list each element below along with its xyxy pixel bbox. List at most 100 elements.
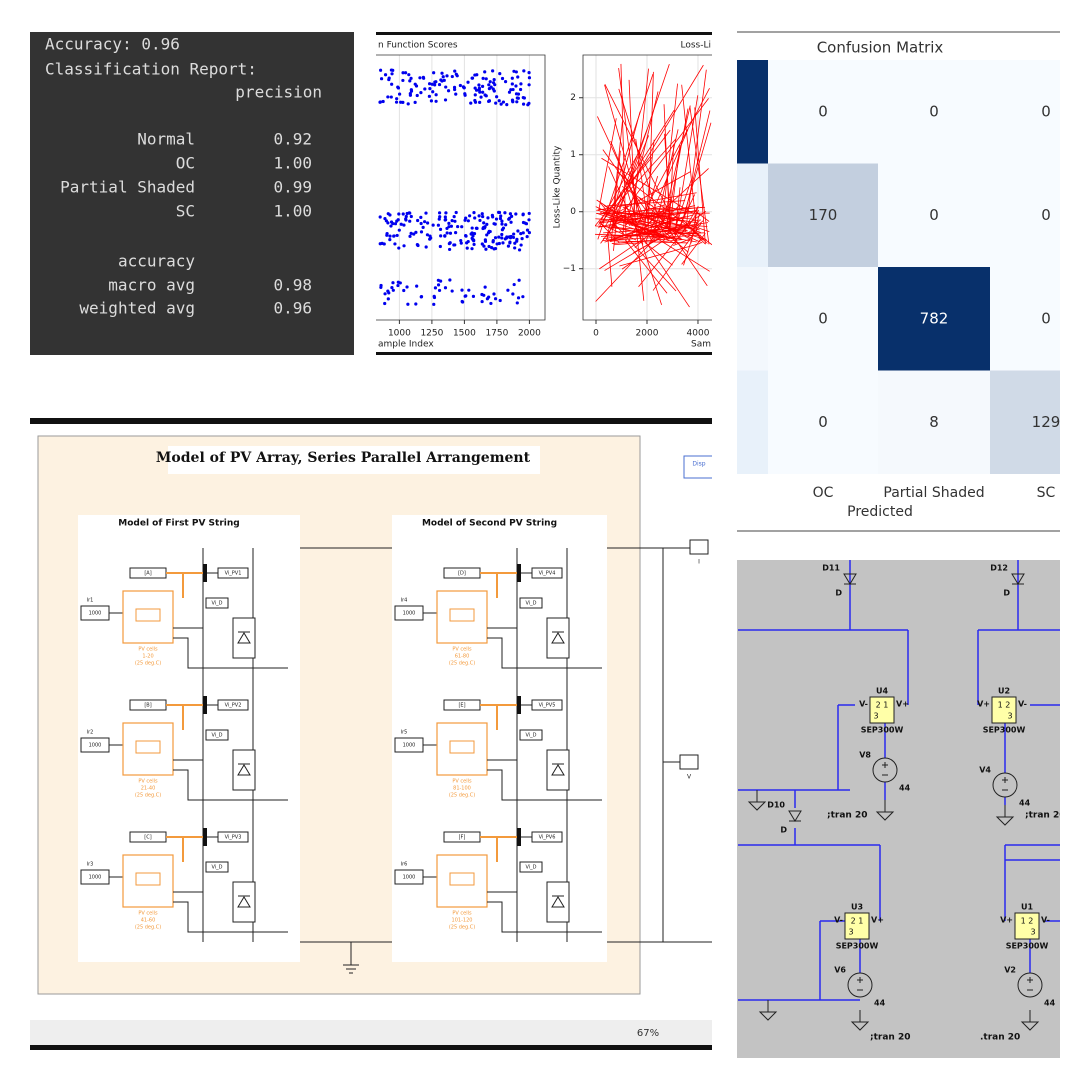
- scatter-point-texture: [514, 84, 518, 88]
- scatter-point-texture: [383, 73, 388, 77]
- scatter-point-texture: [487, 83, 491, 87]
- scatter-point-texture: [506, 288, 510, 292]
- scatter-point-texture: [383, 292, 387, 296]
- avg-label: weighted avg: [79, 299, 195, 318]
- line-texture: [698, 237, 706, 245]
- string-area: [392, 515, 607, 962]
- line-texture: [603, 226, 694, 234]
- scatter-point-texture: [390, 72, 394, 76]
- ltspice-panel: [737, 560, 1060, 1058]
- scatter-point-texture: [521, 295, 525, 299]
- clipped-cell: [737, 163, 768, 267]
- line-texture: [689, 106, 710, 245]
- scatter-point-texture: [408, 219, 412, 223]
- irradiance-value: 1000: [403, 743, 416, 749]
- voltage-source: [1017, 972, 1043, 998]
- line-texture: [633, 230, 697, 243]
- line-texture: [640, 229, 680, 233]
- scatter-point-texture: [497, 235, 501, 239]
- scatter-point-texture: [379, 283, 383, 288]
- scatter-point-texture: [397, 246, 401, 250]
- scatter-point-texture: [401, 100, 405, 104]
- scatter-point-texture: [396, 283, 400, 288]
- precision-value: 1.00: [273, 202, 312, 221]
- source-name: V2: [1004, 966, 1016, 975]
- heatmap-cell: [768, 60, 878, 164]
- scatter-point-texture: [445, 226, 449, 231]
- line-texture: [611, 238, 670, 244]
- line-texture: [650, 129, 689, 218]
- scatter-point-texture: [408, 234, 412, 238]
- out-label: Vi_PV6: [539, 835, 556, 841]
- polarity: [1027, 977, 1033, 991]
- clipped-cell: [737, 267, 768, 371]
- meas-label: Vi_D: [525, 601, 536, 607]
- irradiance-value: 1000: [89, 743, 102, 749]
- diode-model: D: [780, 826, 787, 835]
- ground-symbol: [747, 790, 767, 811]
- scatter-point-texture: [473, 216, 477, 220]
- pv-icon: [449, 872, 475, 886]
- heatmap-cell: [878, 60, 990, 164]
- scatter-point-texture: [526, 103, 530, 107]
- source-name: V6: [834, 966, 846, 975]
- pv-temp: (25 deg.C): [449, 661, 475, 667]
- cell-label: 782: [920, 309, 949, 327]
- panel-border: [30, 418, 712, 424]
- scatter-point-texture: [414, 84, 419, 88]
- scatter-point-texture: [426, 221, 430, 225]
- meas-tag: [205, 861, 229, 873]
- panel-block: [844, 912, 870, 940]
- scatter-point-texture: [381, 99, 385, 104]
- cell-label: 170: [809, 206, 838, 224]
- scatter-point-texture: [517, 278, 521, 282]
- accuracy-label: accuracy: [118, 252, 195, 271]
- diode-symbol: [1011, 573, 1025, 585]
- line-texture: [699, 238, 706, 242]
- pin-left: V+: [977, 700, 990, 709]
- scatter-point-texture: [402, 244, 406, 248]
- scatter-point-texture: [454, 92, 458, 96]
- scatter-point-texture: [512, 282, 516, 287]
- scatter-point-texture: [427, 94, 431, 98]
- pv-range: 21-40: [141, 786, 156, 792]
- scatter-point-texture: [522, 69, 526, 73]
- pv-icon: [135, 872, 161, 886]
- scatter-point-texture: [472, 231, 477, 236]
- line-texture: [666, 211, 670, 228]
- cell-label: 8: [929, 413, 939, 431]
- pv-label: PV cells: [138, 647, 158, 653]
- panel-border: [376, 32, 712, 35]
- scatter-point-texture: [450, 219, 454, 223]
- scatter-point-texture: [516, 229, 520, 233]
- scatter-point-texture: [490, 246, 494, 250]
- scatter-point-texture: [481, 90, 485, 94]
- line-texture: [622, 206, 704, 216]
- scatter-point-texture: [395, 219, 399, 223]
- scatter-point-texture: [397, 228, 401, 232]
- sim-directive: ;tran 20: [1025, 811, 1065, 821]
- scatter-point-texture: [431, 223, 435, 227]
- scatter-point-texture: [492, 89, 496, 93]
- pv-label: PV cells: [138, 911, 158, 917]
- diode-block: [232, 881, 256, 923]
- line-texture: [613, 121, 623, 207]
- diode-symbol: [237, 631, 251, 644]
- diode-block: [546, 749, 570, 791]
- scatter-point-texture: [472, 211, 476, 215]
- scatter-point-texture: [510, 98, 515, 102]
- scatter-point-texture: [396, 85, 400, 89]
- y-tick-label: 2: [570, 93, 576, 103]
- scatter-point-texture: [527, 211, 531, 216]
- scatter-point-texture: [463, 218, 467, 222]
- panel-block: [869, 696, 895, 724]
- scatter-point-texture: [428, 237, 432, 241]
- scatter-point-texture: [392, 234, 396, 238]
- line-texture: [687, 220, 704, 234]
- scatter-point-texture: [507, 90, 512, 94]
- scatter-point-texture: [470, 226, 474, 230]
- scatter-point-texture: [465, 241, 469, 245]
- mux-bar: [203, 828, 207, 846]
- confusion-matrix: Confusion Matrix 0 0 0 170 0 0 0 782 0 0 8 129 OC Part…: [737, 39, 1060, 520]
